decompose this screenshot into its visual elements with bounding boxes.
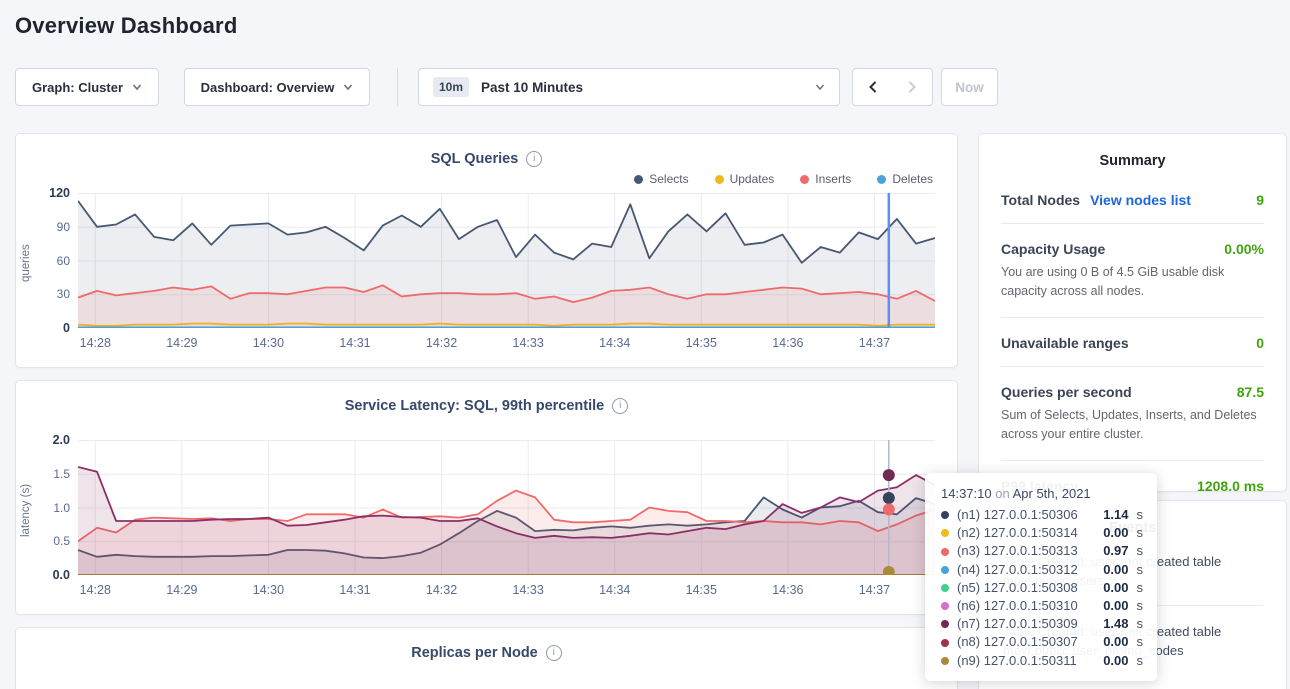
service-latency-chart[interactable] (78, 440, 935, 580)
time-range-selector[interactable]: 10m Past 10 Minutes (418, 68, 840, 106)
summary-row-capacity: Capacity Usage 0.00% You are using 0 B o… (1001, 241, 1264, 318)
chart-title: SQL Queries (431, 151, 519, 167)
summary-value: 0 (1256, 335, 1264, 351)
time-next-button[interactable] (892, 68, 933, 106)
chart-title: Service Latency: SQL, 99th percentile (345, 398, 605, 414)
chart-title: Replicas per Node (411, 645, 538, 661)
graph-dropdown-label: Graph: Cluster (32, 80, 123, 95)
info-icon[interactable]: i (526, 151, 542, 167)
y-axis-ticks: 0.00.51.01.52.0 (36, 440, 78, 580)
summary-row-qps: Queries per second 87.5 Sum of Selects, … (1001, 384, 1264, 461)
graph-dropdown[interactable]: Graph: Cluster (15, 68, 159, 106)
tooltip-row: (n5) 127.0.0.1:503080.00s (941, 579, 1143, 597)
x-axis-ticks: 14:2814:2914:3014:3114:3214:3314:3414:35… (78, 336, 957, 354)
sql-queries-chart[interactable] (78, 193, 935, 333)
tooltip-timestamp: 14:37:10 on Apr 5th, 2021 (941, 486, 1143, 501)
service-latency-panel: Service Latency: SQL, 99th percentile i … (15, 380, 958, 615)
tooltip-row: (n1) 127.0.0.1:503061.14s (941, 506, 1143, 524)
toolbar-divider (397, 68, 398, 106)
replicas-per-node-panel: Replicas per Node i (15, 627, 958, 689)
legend-item-selects[interactable]: Selects (634, 172, 688, 186)
divider (1001, 366, 1264, 367)
chevron-down-icon (132, 82, 142, 92)
summary-description: Sum of Selects, Updates, Inserts, and De… (1001, 406, 1264, 445)
chart-tooltip: 14:37:10 on Apr 5th, 2021 (n1) 127.0.0.1… (925, 473, 1157, 681)
chevron-down-icon (343, 82, 353, 92)
chevron-right-icon (906, 80, 918, 94)
info-icon[interactable]: i (546, 645, 562, 661)
summary-description: You are using 0 B of 4.5 GiB usable disk… (1001, 263, 1264, 302)
dashboard-dropdown-label: Dashboard: Overview (201, 80, 335, 95)
dashboard-dropdown[interactable]: Dashboard: Overview (184, 68, 370, 106)
y-axis-ticks: 0306090120 (36, 193, 78, 333)
time-prev-button[interactable] (852, 68, 893, 106)
time-range-label: Past 10 Minutes (481, 80, 583, 95)
legend-item-deletes[interactable]: Deletes (877, 172, 933, 186)
tooltip-row: (n6) 127.0.0.1:503100.00s (941, 597, 1143, 615)
y-axis-label: latency (s) (16, 440, 36, 580)
x-axis-ticks: 14:2814:2914:3014:3114:3214:3314:3414:35… (78, 583, 957, 601)
tooltip-row: (n4) 127.0.0.1:503120.00s (941, 561, 1143, 579)
summary-row-total-nodes: Total Nodes View nodes list 9 (1001, 192, 1264, 224)
summary-value: 0.00% (1224, 241, 1264, 257)
divider (1001, 317, 1264, 318)
divider (1001, 460, 1264, 461)
tooltip-row: (n8) 127.0.0.1:503070.00s (941, 633, 1143, 651)
view-nodes-list-link[interactable]: View nodes list (1090, 192, 1191, 208)
summary-value: 87.5 (1237, 384, 1264, 400)
divider (1001, 223, 1264, 224)
time-now-button[interactable]: Now (941, 68, 998, 106)
legend-item-inserts[interactable]: Inserts (800, 172, 851, 186)
info-icon[interactable]: i (612, 398, 628, 414)
page-title: Overview Dashboard (15, 13, 237, 39)
y-axis-label: queries (16, 193, 36, 333)
legend-item-updates[interactable]: Updates (715, 172, 775, 186)
summary-value: 9 (1256, 192, 1264, 208)
chart-legend: Selects Updates Inserts Deletes (16, 169, 933, 189)
tooltip-row: (n2) 127.0.0.1:503140.00s (941, 524, 1143, 542)
summary-value: 1208.0 ms (1197, 478, 1264, 494)
sql-queries-panel: SQL Queries i Selects Updates Inserts Delet… (15, 133, 958, 368)
tooltip-row: (n9) 127.0.0.1:503110.00s (941, 652, 1143, 670)
chevron-down-icon (815, 82, 825, 92)
summary-panel: Summary Total Nodes View nodes list 9 Ca… (978, 133, 1287, 492)
summary-row-unavailable-ranges: Unavailable ranges 0 (1001, 335, 1264, 367)
chevron-left-icon (867, 80, 879, 94)
time-range-badge: 10m (433, 77, 469, 97)
tooltip-row: (n7) 127.0.0.1:503091.48s (941, 615, 1143, 633)
tooltip-rows: (n1) 127.0.0.1:503061.14s(n2) 127.0.0.1:… (941, 506, 1143, 670)
tooltip-row: (n3) 127.0.0.1:503130.97s (941, 542, 1143, 560)
summary-title: Summary (979, 153, 1286, 169)
chart-legend (16, 416, 933, 436)
